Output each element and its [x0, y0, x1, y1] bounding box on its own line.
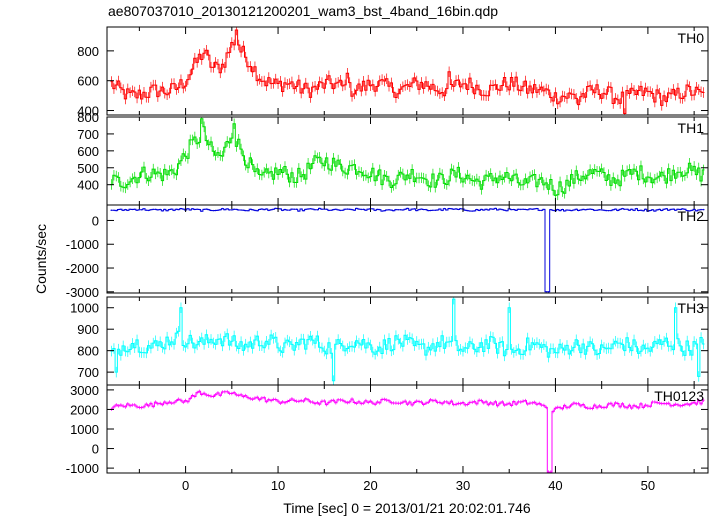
- x-tick-label: 10: [271, 478, 285, 493]
- series-th0123: [110, 389, 705, 473]
- y-axis-label: Counts/sec: [33, 224, 49, 294]
- y-tick-label: -3000: [66, 285, 99, 300]
- panels-group: 400600800TH0400500600700800TH1-3000-2000…: [66, 26, 709, 493]
- panel-frame: [106, 384, 709, 474]
- panel-frame: [106, 116, 709, 206]
- y-tick-label: 800: [77, 44, 99, 59]
- series-line: [110, 207, 705, 293]
- y-tick-label: 0: [92, 442, 99, 457]
- x-tick-label: 50: [641, 478, 655, 493]
- series-th0: [110, 27, 705, 115]
- y-tick-label: 400: [77, 104, 99, 119]
- panel-label: TH0: [678, 30, 705, 46]
- panel-th2: -3000 -2000 -1000 0 TH2: [66, 204, 709, 300]
- panel-th1: 400 500 600 700 800 TH1: [77, 110, 709, 206]
- y-tick-label: 900: [77, 322, 99, 337]
- panel-th3: 700 800 900 1000 TH3: [70, 296, 709, 386]
- panel-th0123: -1000 0 1000 2000 3000 TH0123: [66, 383, 709, 476]
- panel-label: TH3: [678, 300, 705, 316]
- y-tick-label: -1000: [66, 237, 99, 252]
- panel-frame: [106, 204, 709, 294]
- chart-title: ae807037010_20130121200201_wam3_bst_4ban…: [108, 3, 498, 19]
- y-tick-label: -2000: [66, 261, 99, 276]
- series-th3: [110, 297, 705, 385]
- y-tick-label: 0: [92, 213, 99, 228]
- series-th1: [110, 117, 705, 201]
- panel-frame: [106, 26, 709, 116]
- x-tick-label: 0: [182, 478, 189, 493]
- y-tick-label: -1000: [66, 461, 99, 476]
- y-tick-label: 600: [77, 74, 99, 89]
- panel-th0: 400 600 800 TH0: [77, 26, 709, 119]
- y-tick-label: 600: [77, 144, 99, 159]
- series-line: [110, 298, 705, 382]
- series-line: [110, 29, 705, 114]
- y-tick-label: 3000: [70, 383, 99, 398]
- x-axis-label: Time [sec] 0 = 2013/01/21 20:02:01.746: [283, 500, 531, 516]
- panel-label: TH2: [678, 208, 705, 224]
- panel-label: TH1: [678, 120, 705, 136]
- y-tick-label: 500: [77, 161, 99, 176]
- y-tick-label: 800: [77, 344, 99, 359]
- series-line: [110, 118, 705, 196]
- y-tick-label: 1000: [70, 301, 99, 316]
- y-tick-label: 700: [77, 127, 99, 142]
- y-tick-label: 800: [77, 110, 99, 125]
- y-tick-label: 2000: [70, 402, 99, 417]
- x-tick-label: 20: [363, 478, 377, 493]
- panel-label: TH0123: [654, 388, 704, 404]
- series-line: [110, 390, 705, 473]
- y-tick-label: 700: [77, 365, 99, 380]
- y-tick-label: 400: [77, 178, 99, 193]
- series-th2: [110, 207, 705, 293]
- x-tick-label: 30: [456, 478, 470, 493]
- x-tick-label: 40: [548, 478, 562, 493]
- y-tick-label: 1000: [70, 422, 99, 437]
